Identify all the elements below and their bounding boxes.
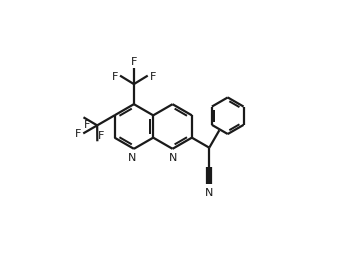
Text: F: F xyxy=(98,131,104,140)
Text: F: F xyxy=(131,57,137,67)
Text: N: N xyxy=(205,187,213,197)
Text: F: F xyxy=(149,71,156,81)
Text: N: N xyxy=(128,152,136,163)
Text: N: N xyxy=(169,152,177,163)
Text: F: F xyxy=(75,129,81,139)
Text: F: F xyxy=(84,119,91,129)
Text: F: F xyxy=(112,71,118,81)
